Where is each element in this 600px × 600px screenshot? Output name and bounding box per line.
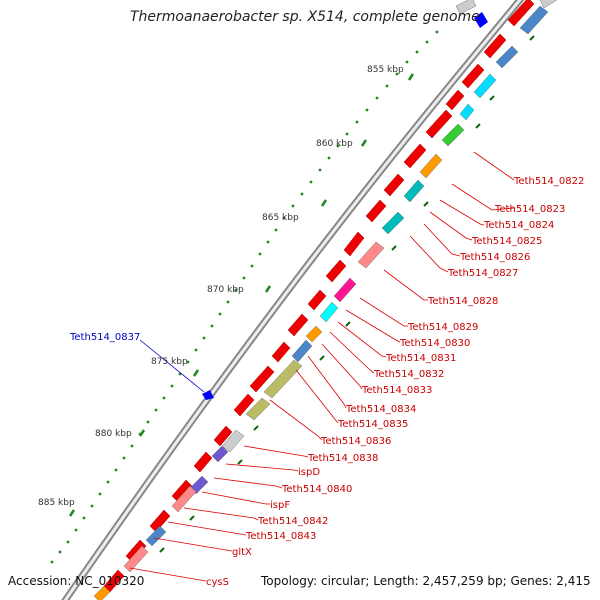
gene-label[interactable]: Teth514_0840 xyxy=(281,484,352,495)
gene-label[interactable]: Teth514_0822 xyxy=(513,176,584,187)
scale-major-ticks xyxy=(68,73,415,517)
gene-label[interactable]: Teth514_0834 xyxy=(345,404,416,415)
kbp-tick-label: 865 kbp xyxy=(262,213,299,223)
gene-label[interactable]: Teth514_0838 xyxy=(307,453,378,464)
gene-label[interactable]: Teth514_0824 xyxy=(483,220,554,231)
kbp-tick-label: 855 kbp xyxy=(367,65,404,75)
gene-label[interactable]: Teth514_0843 xyxy=(245,531,316,542)
gene-label[interactable]: Teth514_0829 xyxy=(407,322,478,333)
kbp-tick-label: 885 kbp xyxy=(38,498,75,508)
gene-label[interactable]: ispD xyxy=(298,467,320,478)
gene-label[interactable]: Teth514_0830 xyxy=(399,338,470,349)
gene-label[interactable]: Teth514_0832 xyxy=(373,369,444,380)
forward-strand-genes xyxy=(103,0,535,593)
gene-label[interactable]: Teth514_0842 xyxy=(257,516,328,527)
gene-dash-marks xyxy=(159,35,535,553)
gene-label[interactable]: Teth514_0827 xyxy=(447,268,518,279)
gene-label[interactable]: Teth514_0835 xyxy=(337,419,408,430)
top-grey-marker xyxy=(455,0,477,15)
scale-dots xyxy=(50,30,439,564)
gene-label[interactable]: Teth514_0833 xyxy=(361,385,432,396)
genome-backbone xyxy=(61,0,525,600)
kbp-tick-label: 875 kbp xyxy=(151,357,188,367)
top-blue-marker xyxy=(474,12,488,28)
gene-label[interactable]: Teth514_0826 xyxy=(459,252,530,263)
gene-labels: Teth514_0822 Teth514_0823 Teth514_0824 T… xyxy=(69,176,584,588)
genome-summary: Topology: circular; Length: 2,457,259 bp… xyxy=(261,574,591,588)
highlighted-gene-marker xyxy=(202,390,214,400)
gene-label[interactable]: Teth514_0823 xyxy=(494,204,565,215)
kbp-tick-label: 880 kbp xyxy=(95,429,132,439)
gene-label[interactable]: gltX xyxy=(232,547,252,558)
gene-label[interactable]: cysS xyxy=(206,577,229,588)
highlight-connector xyxy=(139,0,488,400)
colored-features xyxy=(93,0,558,600)
kbp-tick-label: 870 kbp xyxy=(207,285,244,295)
genome-title: Thermoanaerobacter sp. X514, complete ge… xyxy=(130,9,480,25)
gene-label[interactable]: Teth514_0828 xyxy=(427,296,498,307)
gene-label[interactable]: ispF xyxy=(270,500,290,511)
gene-label[interactable]: Teth514_0831 xyxy=(385,353,456,364)
kbp-tick-label: 860 kbp xyxy=(316,139,353,149)
kbp-tick-labels: 855 kbp 860 kbp 865 kbp 870 kbp 875 kbp … xyxy=(38,65,404,508)
gene-label[interactable]: Teth514_0836 xyxy=(320,436,391,447)
leader-lines xyxy=(129,151,515,582)
gene-label[interactable]: Teth514_0825 xyxy=(471,236,542,247)
highlighted-gene-label[interactable]: Teth514_0837 xyxy=(69,332,140,343)
accession-label: Accession: NC_010320 xyxy=(8,574,145,588)
